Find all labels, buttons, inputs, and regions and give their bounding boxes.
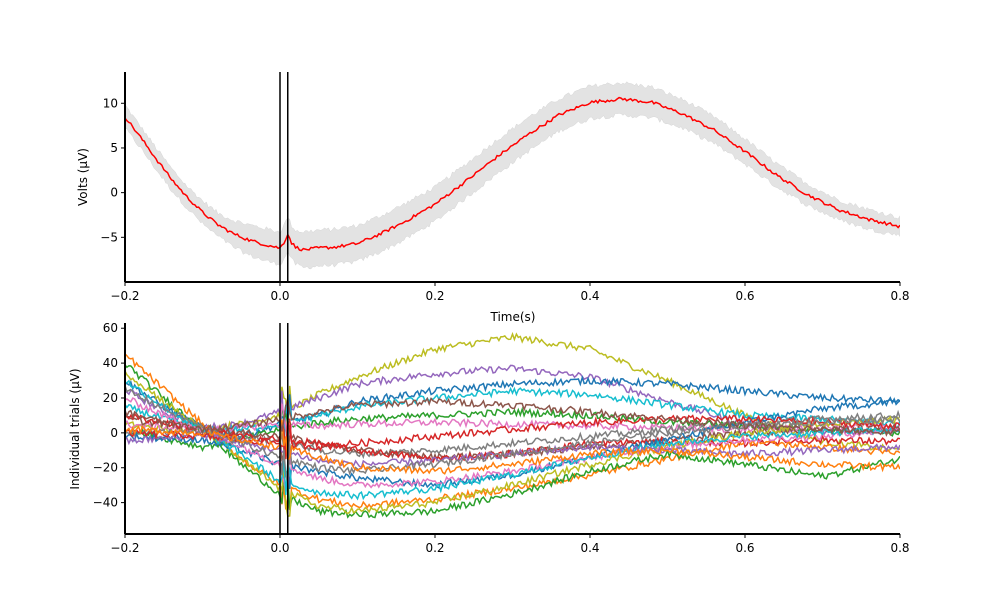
y-tick-label: 60 <box>103 321 118 335</box>
y-tick-label: 20 <box>103 391 118 405</box>
trial-line-18 <box>125 419 900 475</box>
x-tick-label: 0.0 <box>270 289 289 303</box>
x-tick-label: 0.0 <box>270 541 289 555</box>
confidence-band <box>125 81 900 270</box>
plot-area <box>125 81 900 270</box>
x-tick-label: 0.6 <box>735 541 754 555</box>
x-tick-label: 0.8 <box>890 289 909 303</box>
bottom-y-axis-label: Individual trials (μV) <box>68 368 82 489</box>
trial-line-13 <box>125 397 900 494</box>
trial-line-14 <box>125 379 900 501</box>
trial-line-12 <box>125 398 900 489</box>
y-tick-label: 40 <box>103 356 118 370</box>
x-tick-label: 0.6 <box>735 289 754 303</box>
trial-line-19 <box>125 397 900 437</box>
trial-line-10 <box>125 364 900 519</box>
y-tick-label: 0 <box>110 186 118 200</box>
bottom-panel-individual-trials: Individual trials (μV) −0.2 0.0 0.2 0.4 0.6 0… <box>68 321 910 555</box>
y-tick-label: −40 <box>93 496 118 510</box>
y-tick-label: 0 <box>110 426 118 440</box>
trial-line-16 <box>125 414 900 457</box>
trial-line-3 <box>125 386 900 444</box>
top-x-axis-label: Time(s) <box>490 310 536 324</box>
top-y-axis-label: Volts (μV) <box>76 148 90 206</box>
top-panel-average-erp: Volts (μV) Time(s) −0.2 0.0 0.2 0.4 0.6 0.8 −5… <box>76 72 910 324</box>
y-tick-label: −5 <box>100 230 118 244</box>
x-tick-label: 0.2 <box>425 541 444 555</box>
y-tick-label: −20 <box>93 461 118 475</box>
y-tick-label: 5 <box>110 141 118 155</box>
x-tick-label: −0.2 <box>110 289 139 303</box>
trial-line-11 <box>125 370 900 518</box>
x-tick-label: 0.2 <box>425 289 444 303</box>
x-tick-label: 0.4 <box>580 289 599 303</box>
mean-line <box>125 96 900 252</box>
plot-area <box>125 331 900 519</box>
x-tick-label: 0.4 <box>580 541 599 555</box>
x-tick-label: −0.2 <box>110 541 139 555</box>
trial-line-6 <box>125 409 900 465</box>
x-tick-label: 0.8 <box>890 541 909 555</box>
y-tick-label: 10 <box>103 96 118 110</box>
